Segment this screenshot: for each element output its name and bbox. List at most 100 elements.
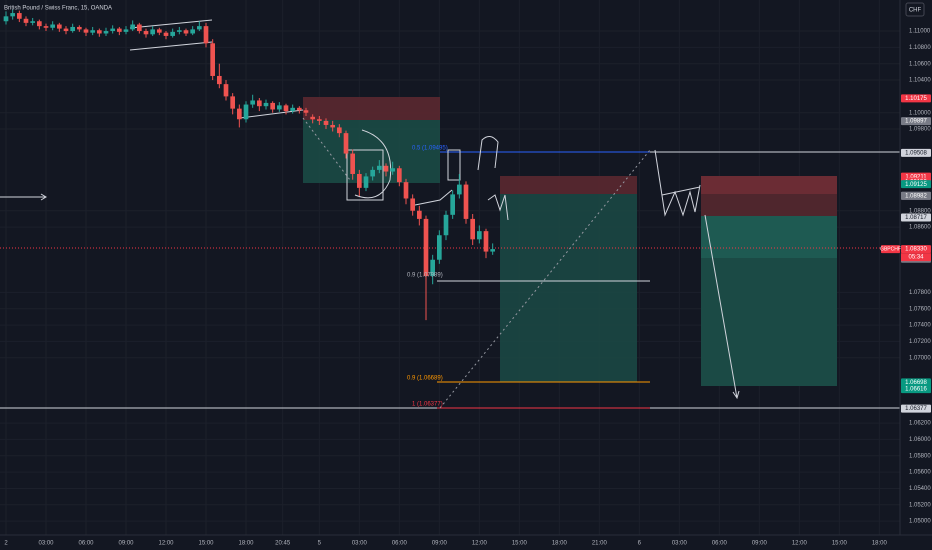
x-tick-label: 06:00 [78, 541, 94, 547]
x-tick-label: 15:00 [832, 541, 848, 547]
y-tick-label: 1.06200 [909, 421, 931, 427]
candle-body [403, 182, 409, 199]
currency-label[interactable]: CHF [909, 8, 922, 14]
y-tick-label: 1.07400 [909, 323, 931, 329]
y-tick-label: 1.07800 [909, 290, 931, 296]
countdown-label: 05:34 [908, 255, 924, 261]
y-tick-label: 1.10600 [909, 61, 931, 67]
x-tick-label: 15:00 [512, 541, 528, 547]
y-tick-label: 1.10800 [909, 45, 931, 51]
fib-label: 0.9 (1.07989) [407, 273, 443, 279]
chart-title: British Pound / Swiss Franc, 15, OANDA [4, 6, 112, 12]
x-tick-label: 18:00 [238, 541, 254, 547]
price-tag-label: 1.06616 [905, 387, 927, 393]
candle-body [370, 169, 375, 177]
x-tick-label: 03:00 [352, 541, 368, 547]
y-tick-label: 1.10400 [909, 78, 931, 84]
candle-body [390, 168, 395, 172]
candle-body [57, 24, 62, 29]
price-tag-label: 1.08717 [905, 215, 927, 221]
candle-body [43, 26, 49, 28]
candle-body [83, 29, 89, 33]
x-tick-label: 03:00 [38, 541, 54, 547]
price-tag-label: 1.09508 [905, 150, 927, 156]
candle-body [223, 84, 229, 97]
fib-label: 0.5 (1.09495) [412, 146, 448, 152]
candle-body [17, 13, 22, 19]
candle-body [257, 100, 262, 107]
price-tag [901, 404, 931, 413]
candle-body [470, 218, 475, 240]
y-tick-label: 1.05000 [909, 519, 931, 525]
candle-body [210, 43, 215, 76]
candle-body [330, 124, 335, 128]
projection-path [654, 149, 701, 217]
candle-body [430, 259, 435, 277]
price-tag [901, 117, 931, 126]
x-tick-label: 6 [638, 541, 642, 547]
x-tick-label: 5 [318, 541, 322, 547]
y-tick-label: 1.09800 [909, 127, 931, 133]
price-tag-label: 1.06698 [905, 380, 927, 386]
y-tick-label: 1.05600 [909, 470, 931, 476]
price-tag [901, 378, 931, 387]
candle-body [463, 184, 469, 219]
fib-label: 0.9 (1.06689) [407, 376, 443, 382]
x-tick-label: 09:00 [118, 541, 134, 547]
y-tick-label: 1.05800 [909, 453, 931, 459]
y-tick-label: 1.11000 [909, 29, 931, 35]
y-tick-label: 1.05400 [909, 486, 931, 492]
price-tag-label: 1.10175 [905, 96, 927, 102]
currency-button[interactable] [905, 2, 925, 17]
candle-body [437, 235, 442, 260]
candle-body [197, 26, 202, 30]
candle-body [483, 231, 489, 252]
candle-body [290, 107, 295, 112]
candle-body [423, 218, 429, 277]
candle-body [317, 119, 322, 121]
candle-body [103, 31, 109, 34]
x-tick-label: 18:00 [552, 541, 568, 547]
candle-body [383, 165, 389, 172]
projection-arrow [704, 214, 740, 400]
candle-body [97, 30, 102, 34]
price-tag-label: 1.08982 [905, 193, 927, 199]
candle-body [177, 30, 182, 32]
candle-body [123, 29, 129, 32]
candle-body [457, 184, 462, 195]
candle-body [243, 104, 249, 120]
candle-body [143, 31, 149, 35]
price-tag [901, 191, 931, 200]
price-tag-label: 1.09897 [905, 119, 927, 125]
axes: 1.05000 1.05200 1.05400 1.05600 1.05800 1.060… [4, 29, 931, 547]
candle-body [397, 168, 402, 183]
fib-label: 1 (1.06377) [412, 402, 443, 408]
countdown-tag [901, 253, 931, 262]
x-tick-label: 2 [4, 541, 8, 547]
channel-line [129, 41, 213, 51]
stop-zone [500, 176, 637, 194]
candle-body [350, 153, 355, 174]
highlight-box [447, 149, 461, 181]
candle-body [37, 21, 42, 27]
candle-body [10, 13, 15, 17]
x-tick-label: 09:00 [752, 541, 768, 547]
x-tick-label: 12:00 [792, 541, 808, 547]
candle-body [50, 24, 55, 28]
stop-zone [701, 194, 837, 216]
x-tick-label: 12:00 [158, 541, 174, 547]
price-tag-label: 1.09211 [905, 175, 927, 181]
stop-zone [303, 97, 440, 120]
fib-trend [439, 149, 651, 409]
candle-body [110, 28, 115, 32]
candle-body [203, 26, 209, 44]
candle-body [377, 165, 382, 170]
candle-body [63, 28, 69, 32]
candle-body [163, 32, 169, 36]
candle-body [283, 105, 289, 112]
candle-body [410, 198, 415, 211]
x-tick-label: 21:00 [592, 541, 608, 547]
price-axis [900, 0, 932, 550]
candle-body [263, 102, 269, 107]
freehand [414, 136, 509, 221]
